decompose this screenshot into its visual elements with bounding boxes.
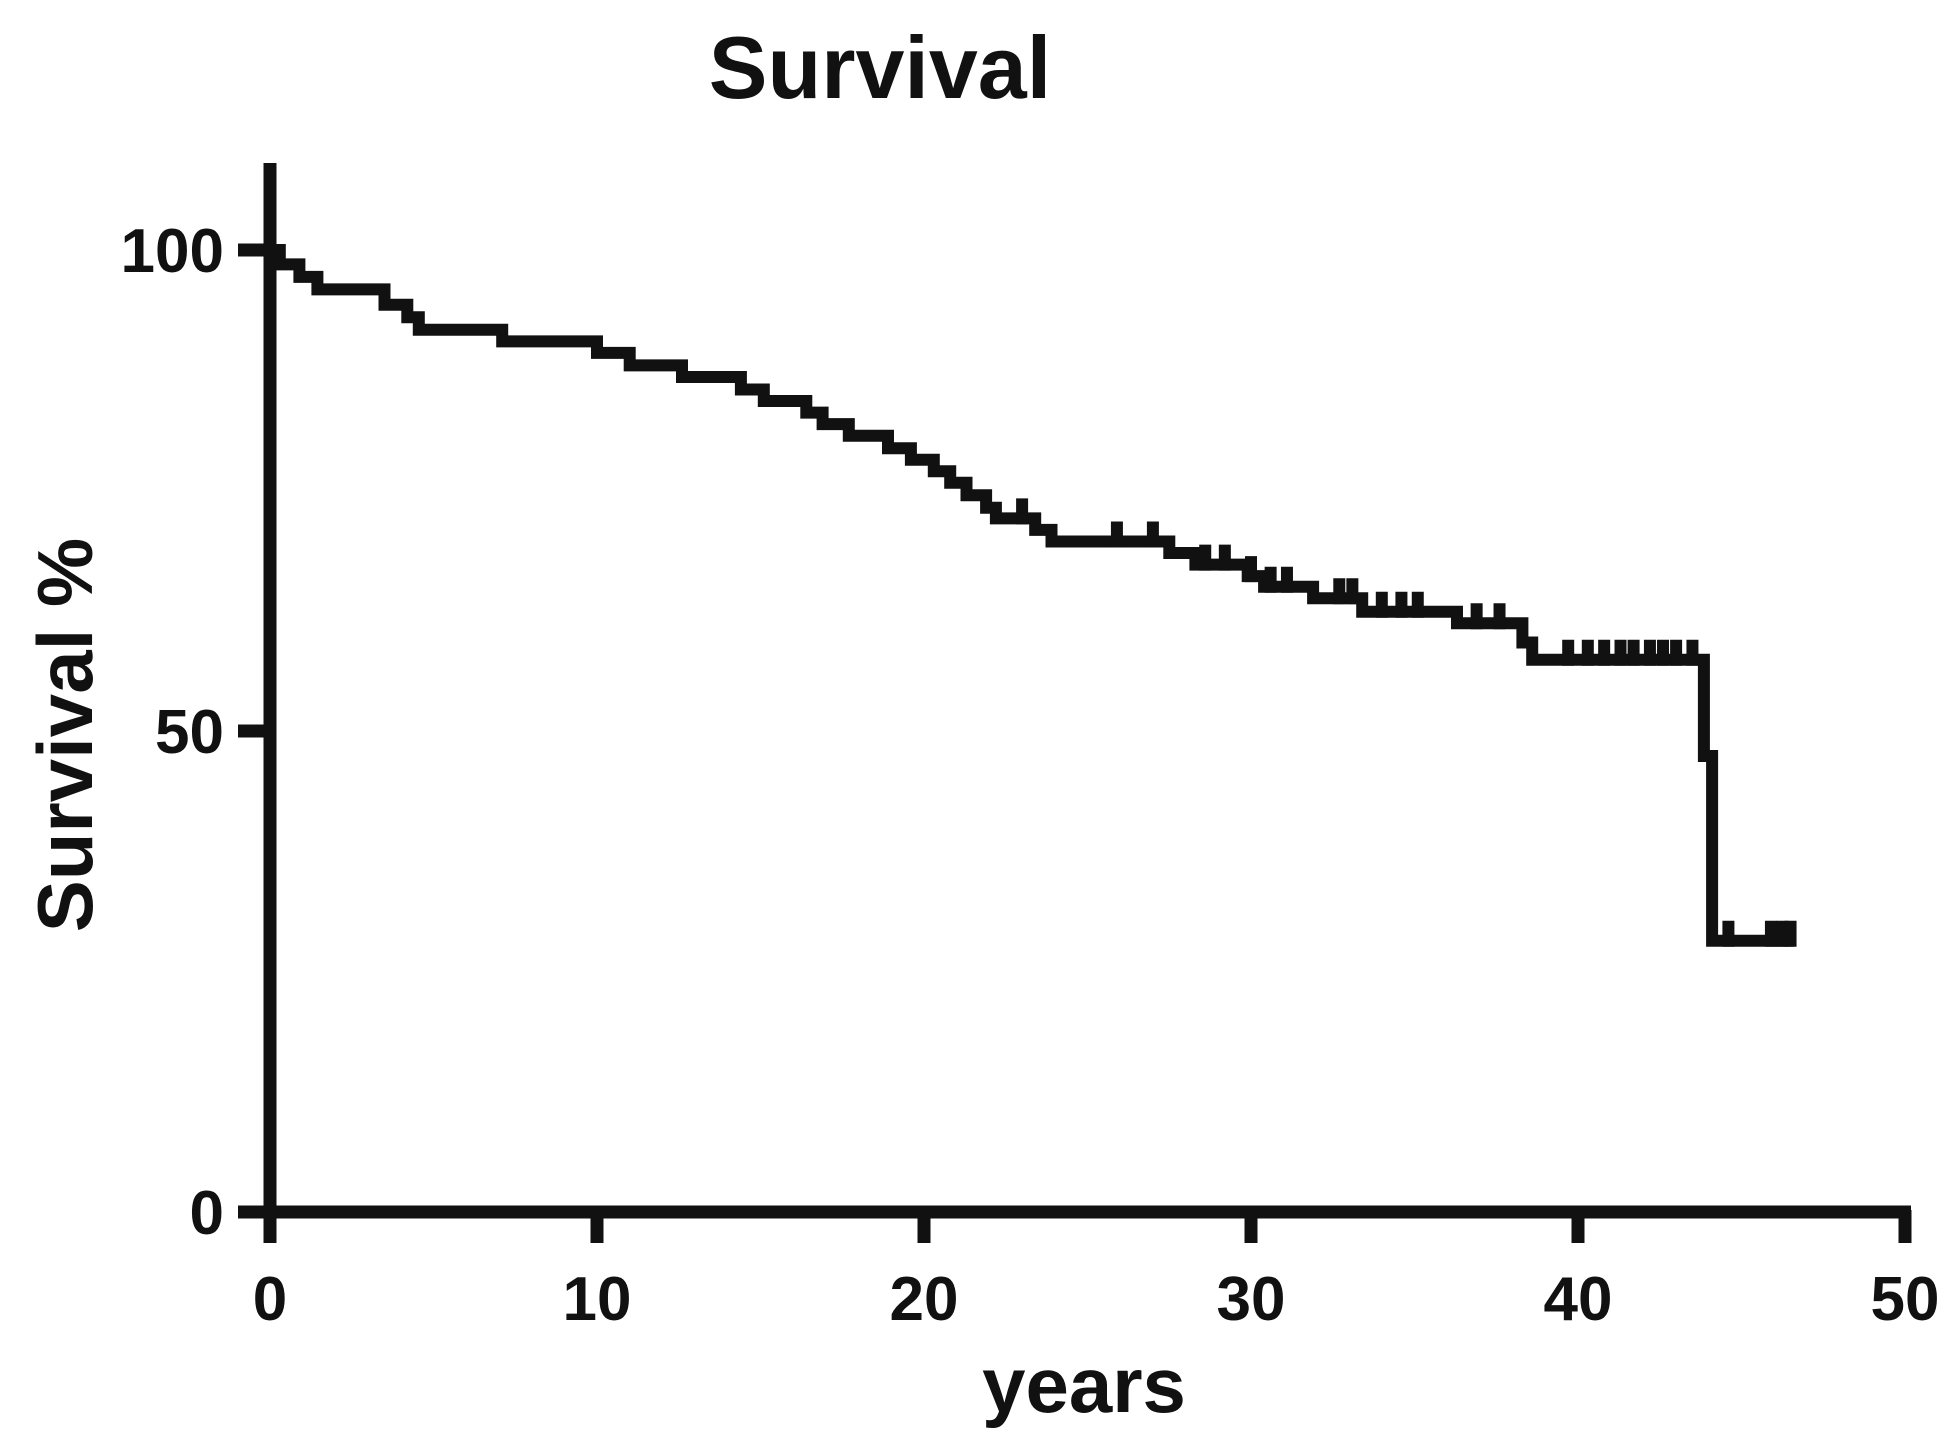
censor-marks bbox=[1016, 498, 1797, 947]
x-tick-label: 20 bbox=[890, 1265, 959, 1334]
x-tick-label: 40 bbox=[1544, 1265, 1613, 1334]
x-tick-label: 0 bbox=[253, 1265, 287, 1334]
survival-step-curve bbox=[270, 244, 1794, 947]
km-curve-path bbox=[270, 244, 1794, 947]
x-tick-label: 10 bbox=[563, 1265, 632, 1334]
y-tick-label: 0 bbox=[190, 1179, 224, 1248]
y-axis-label: Survival % bbox=[21, 538, 109, 933]
y-tick-label: 100 bbox=[121, 217, 224, 286]
axes bbox=[263, 163, 1911, 1219]
chart-title: Survival bbox=[709, 18, 1051, 117]
x-axis-label: years bbox=[982, 1341, 1186, 1429]
x-tick-label: 30 bbox=[1217, 1265, 1286, 1334]
tick-labels: 0 50 100 0 10 20 30 40 50 bbox=[121, 217, 1940, 1334]
axis-ticks bbox=[238, 243, 1912, 1243]
x-tick-label: 50 bbox=[1871, 1265, 1940, 1334]
y-tick-label: 50 bbox=[155, 698, 224, 767]
